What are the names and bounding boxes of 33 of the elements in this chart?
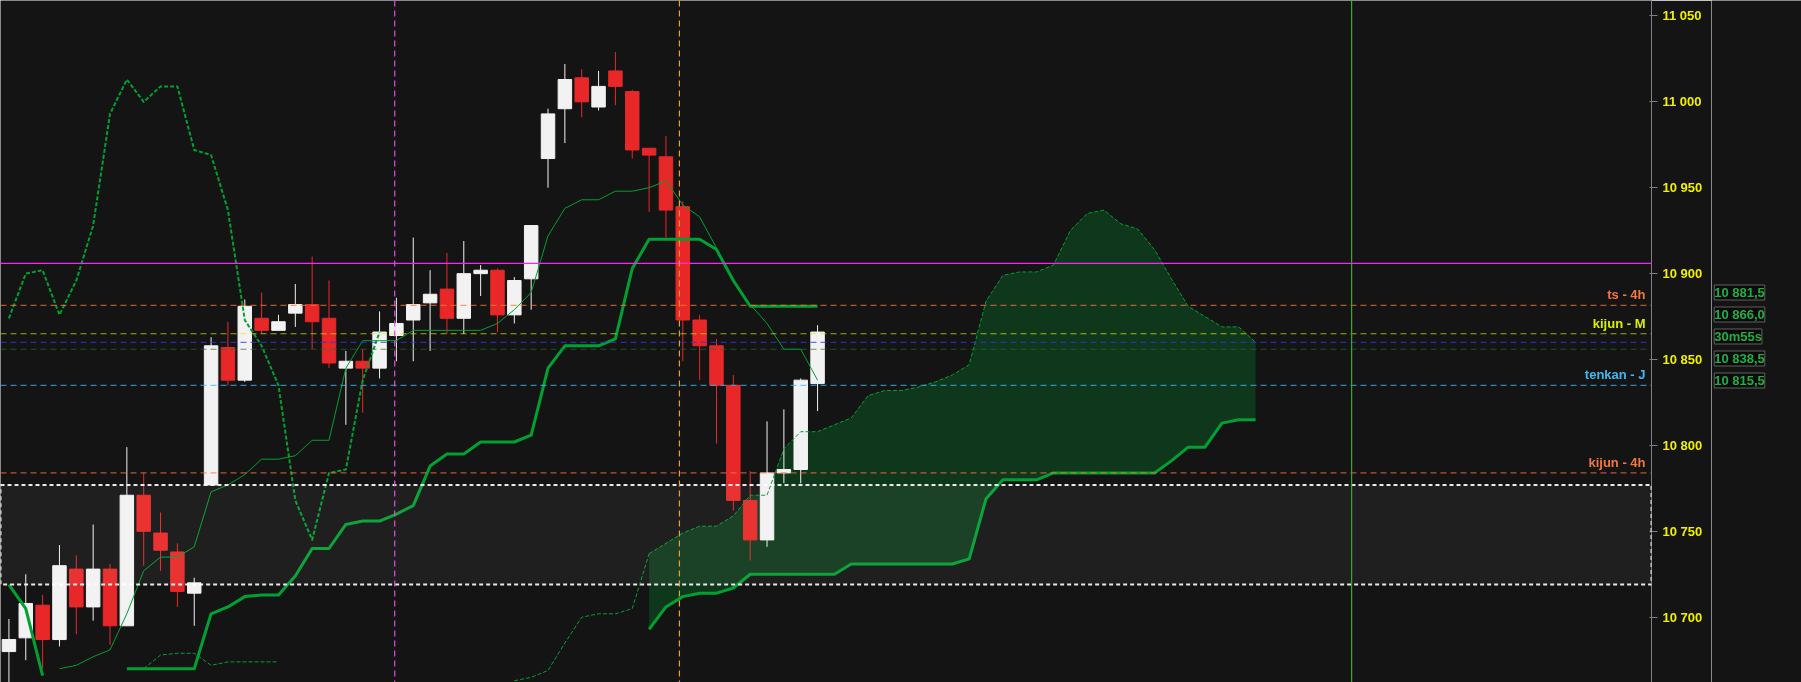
text: 10 881,5 <box>1714 285 1765 300</box>
candlestick <box>406 237 421 362</box>
ref-line-label: tenkan - J <box>1584 367 1646 383</box>
candlestick <box>473 264 488 297</box>
y-tick-label: 11 000 <box>1662 94 1702 110</box>
candlestick <box>608 51 623 106</box>
candlestick <box>304 255 320 350</box>
candlestick <box>641 147 657 213</box>
candlestick <box>389 297 404 362</box>
y-tick-label: 10 750 <box>1662 523 1703 539</box>
candlestick <box>422 269 438 352</box>
candlestick <box>776 408 792 484</box>
text: 10 838,5 <box>1714 351 1765 366</box>
text: 10 815,5 <box>1714 373 1765 388</box>
y-tick-label: 10 950 <box>1662 180 1703 196</box>
candlestick <box>1 618 17 682</box>
y-tick-label: 10 850 <box>1662 352 1703 368</box>
candlestick <box>355 348 370 414</box>
ref-line-label: ts - 4h <box>1607 287 1646 303</box>
candlestick <box>153 511 168 572</box>
candlestick <box>591 70 606 111</box>
ref-line-label: kijun - M <box>1592 315 1646 331</box>
candlestick <box>187 577 202 627</box>
y-tick-label: 10 900 <box>1662 266 1703 282</box>
candlestick <box>254 292 269 335</box>
text: 30m55s <box>1714 329 1762 344</box>
y-tick-label: 11 050 <box>1662 8 1702 24</box>
y-tick-label: 10 700 <box>1662 609 1703 625</box>
text: 10 866,0 <box>1714 307 1765 322</box>
y-tick-label: 10 800 <box>1662 437 1703 453</box>
candlestick <box>288 283 303 328</box>
ref-line-label: kijun - 4h <box>1588 454 1646 470</box>
candlestick <box>338 350 354 426</box>
